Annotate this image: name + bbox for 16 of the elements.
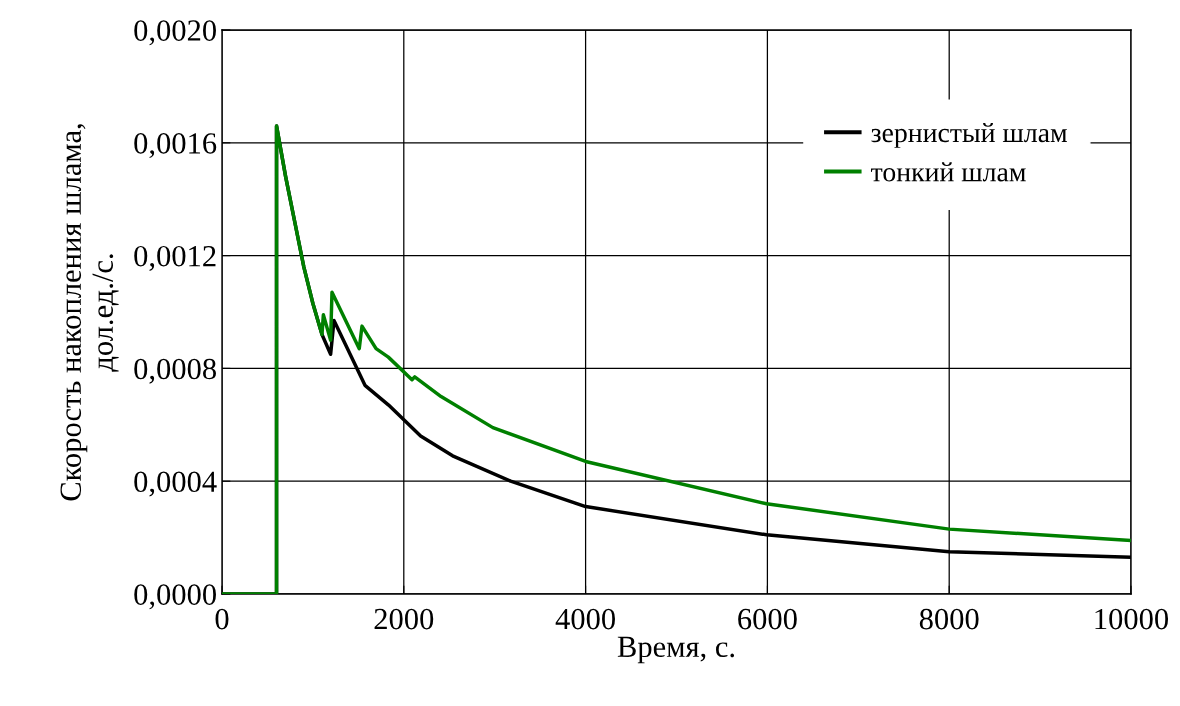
y-tick-label: 0,0004 [134,471,217,497]
x-tick-label: 8000 [919,608,979,630]
x-tick-label: 4000 [555,608,615,630]
y-tick-label: 0,0012 [134,245,216,271]
legend-label: зернистый шлам [871,122,1067,148]
x-tick-label: 0 [215,608,229,630]
y-tick-label: 0,0000 [134,584,216,610]
x-tick-label: 2000 [374,608,434,630]
y-axis-title: Скорость накопления шлама, дол.ед./с. [60,124,119,501]
y-tick-label: 0,0020 [134,20,216,46]
x-tick-label: 6000 [738,608,797,630]
y-tick-label: 0,0008 [134,358,216,384]
x-axis-title: Время, с. [617,636,735,664]
y-tick-label: 0,0016 [134,133,217,159]
legend-label: тонкий шлам [871,162,1026,182]
x-tick-label: 10000 [1095,608,1169,630]
